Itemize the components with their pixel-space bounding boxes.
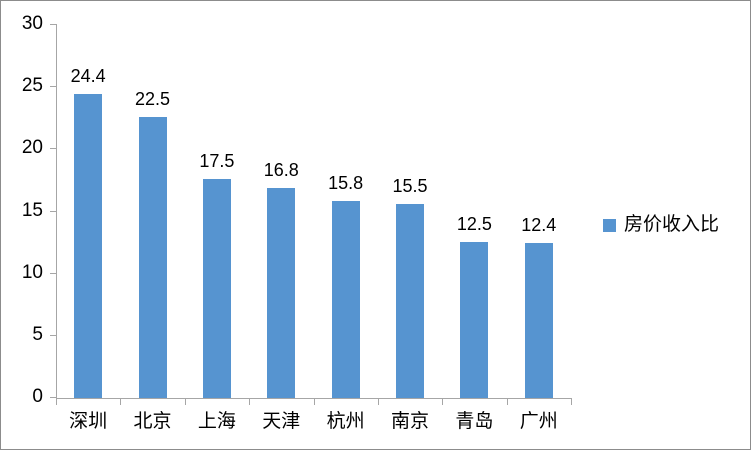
data-label: 12.5 xyxy=(456,213,492,234)
data-label: 16.8 xyxy=(263,160,299,181)
category-label: 天津 xyxy=(262,411,301,432)
bar-天津 xyxy=(267,188,296,398)
data-label: 15.8 xyxy=(328,172,364,193)
y-tick-label: 30 xyxy=(21,13,43,34)
y-tick xyxy=(50,334,56,336)
x-tick xyxy=(377,399,379,405)
y-tick xyxy=(50,148,56,150)
y-tick xyxy=(50,272,56,274)
y-tick xyxy=(50,397,56,398)
x-tick xyxy=(442,399,444,405)
category-label: 北京 xyxy=(133,411,172,432)
category-label: 广州 xyxy=(519,411,558,432)
legend: 房价收入比 xyxy=(603,213,719,237)
category-label: 南京 xyxy=(391,411,430,432)
y-tick-label: 20 xyxy=(21,137,43,159)
x-tick xyxy=(56,399,57,405)
data-label: 24.4 xyxy=(70,65,106,86)
y-tick-label: 0 xyxy=(32,386,43,407)
bar-广州 xyxy=(524,242,553,398)
y-axis-line xyxy=(56,24,57,398)
legend-marker-icon xyxy=(603,218,616,232)
y-tick-label: 15 xyxy=(21,199,43,221)
y-tick-label: 25 xyxy=(21,75,43,97)
x-tick xyxy=(120,399,122,405)
y-tick-label: 5 xyxy=(32,323,43,345)
data-label: 15.5 xyxy=(392,176,428,197)
x-tick xyxy=(506,399,508,405)
y-tick xyxy=(50,86,56,88)
category-label: 上海 xyxy=(197,411,236,432)
category-label: 杭州 xyxy=(326,411,365,432)
y-tick-label: 10 xyxy=(21,261,43,283)
category-label: 青岛 xyxy=(455,411,494,432)
x-tick xyxy=(571,399,572,405)
bar-深圳 xyxy=(74,93,103,398)
bar-上海 xyxy=(202,179,231,398)
data-label: 17.5 xyxy=(199,151,235,172)
bar-南京 xyxy=(396,204,425,398)
bar-青岛 xyxy=(460,241,489,398)
x-axis-line xyxy=(56,398,572,399)
category-label: 深圳 xyxy=(69,411,108,432)
data-label: 22.5 xyxy=(135,89,171,110)
x-tick xyxy=(184,399,186,405)
x-tick xyxy=(249,399,251,405)
bar-北京 xyxy=(138,117,167,398)
legend-label: 房价收入比 xyxy=(624,214,720,235)
data-label: 12.4 xyxy=(521,214,557,235)
x-tick xyxy=(313,399,315,405)
y-tick xyxy=(50,24,56,25)
y-tick xyxy=(50,210,56,212)
bar-杭州 xyxy=(331,200,360,398)
